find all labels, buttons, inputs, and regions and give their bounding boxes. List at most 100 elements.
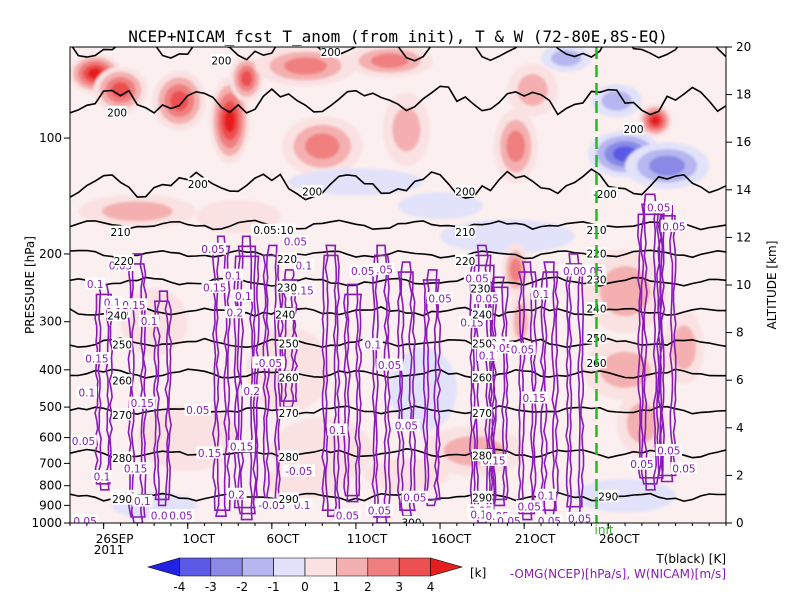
temperature-contour-label: 210 [110, 227, 130, 239]
vertical-motion-label: 0.05 [647, 203, 670, 215]
temperature-contour-label-bg [211, 53, 232, 66]
anomaly-patch [649, 155, 686, 176]
temperature-contour-label: 250 [472, 339, 492, 351]
vertical-motion-label-bg [366, 503, 393, 516]
temperature-contour-label: 230 [586, 275, 606, 287]
temperature-contour-label-bg [106, 105, 128, 118]
altitude-tick-label: 14 [736, 183, 751, 197]
vertical-motion-label-bg [516, 500, 543, 513]
temperature-contour-label-bg [278, 492, 299, 505]
vertical-motion-label-bg [167, 509, 195, 522]
temperature-contour-200 [71, 47, 726, 62]
colorbar-swatch [367, 557, 400, 577]
vertical-motion-contours [94, 193, 677, 523]
temperature-contour-label-bg [598, 489, 619, 502]
vertical-motion-label-bg [660, 219, 688, 232]
vertical-motion-label-bg [252, 356, 285, 369]
y-axis-label-right: ALTITUDE [km] [765, 241, 779, 330]
temperature-contour-label-bg [276, 252, 298, 265]
vertical-motion-label-bg [521, 391, 548, 404]
vertical-motion-label-bg [655, 444, 682, 456]
temperature-contour-label: 260 [279, 373, 299, 385]
temperature-contour-label: -200 [593, 189, 617, 201]
vertical-motion-label: 0.05 [336, 511, 359, 523]
colorbar-swatch [304, 557, 337, 577]
vertical-motion-label: 0.1 [364, 340, 381, 352]
colorbar-tick-label: 1 [333, 580, 341, 594]
colorbar-swatch [398, 557, 431, 577]
temperature-contour-label-bg [591, 187, 619, 200]
temperature-contour-230 [70, 276, 726, 287]
altitude-tick-label: 0 [736, 516, 744, 530]
temperature-contour-label-bg [278, 337, 299, 350]
vertical-motion-label: 0.05 [368, 505, 391, 517]
vertical-motion-cell [215, 235, 228, 517]
temperature-contour-260 [70, 368, 726, 379]
vertical-motion-label-bg [293, 259, 314, 271]
axes: 26SEP 1OCT 6OCT 11OCT 16OCT 21OCT 26OCT1002003… [31, 40, 751, 546]
temperature-contour-label: 250 [112, 340, 132, 352]
vertical-motion-label: 0.05 [475, 294, 498, 306]
vertical-motion-label-bg [426, 292, 454, 305]
pressure-tick-label: 900 [39, 498, 62, 512]
vertical-motion-cell [643, 193, 658, 491]
temperature-contour-label-bg [278, 450, 299, 463]
pressure-tick-label: 300 [39, 315, 62, 329]
vertical-motion-label-bg [477, 348, 498, 361]
altitude-tick-label: 10 [736, 278, 751, 292]
vertical-motion-labels: 0.050.10.10.150.150.10.150.10.150.050.15… [70, 201, 698, 528]
vertical-motion-label: 0.15 [460, 317, 483, 329]
vertical-motion-cell [211, 245, 231, 511]
temperature-contour-label-bg [302, 184, 323, 197]
temperature-contour-label: 200 [188, 179, 208, 191]
temperature-contour-label: 270 [279, 408, 299, 420]
temperature-contour-label: 200 [302, 186, 322, 198]
vertical-motion-label-bg [530, 287, 552, 300]
vertical-motion-label: 0.1 [470, 509, 487, 521]
temperature-contour-label: 290 [279, 494, 299, 506]
vertical-motion-label-bg [282, 234, 309, 247]
vertical-motion-label-bg [376, 358, 403, 371]
colorbar-unit: [k] [470, 566, 486, 580]
temperature-contour-label-bg [472, 337, 493, 350]
anomaly-patch [241, 70, 253, 87]
vertical-motion-label: 0.1 [225, 270, 242, 282]
colorbar-tick-label: -3 [205, 580, 217, 594]
anomaly-patch [370, 53, 409, 68]
anomaly-patch [170, 90, 189, 111]
colorbar-tick-label: 0 [301, 580, 309, 594]
vertical-motion-label: 0.05 [657, 446, 680, 458]
vertical-motion-label: 0.05 [284, 236, 307, 248]
vertical-motion-label: 0.2 [226, 308, 243, 320]
anomaly-patch [102, 201, 173, 222]
vertical-motion-label: 0.05 [201, 244, 224, 256]
vertical-motion-cell [539, 271, 559, 511]
vertical-motion-label-bg [122, 462, 149, 475]
vertical-motion-label: 0.1 [141, 316, 158, 328]
temperature-contour-label-bg [112, 408, 133, 421]
temperature-contour-label: 240 [472, 309, 492, 321]
temperature-contour-label-bg [455, 254, 476, 267]
vertical-motion-cell [639, 203, 661, 485]
vertical-motion-cell [239, 235, 254, 521]
vertical-motion-cell [343, 293, 363, 497]
colorbar-swatch [210, 557, 243, 577]
temperature-contours [70, 47, 726, 503]
altitude-tick-label: 6 [736, 373, 744, 387]
init-label: init [595, 523, 614, 537]
vertical-motion-label-bg [362, 338, 383, 351]
temperature-contour-label: 0.05:10 [253, 225, 293, 237]
vertical-motion-label: 0.05 [538, 516, 561, 528]
temperature-contour-label-bg [472, 371, 493, 383]
vertical-motion-label: 0.1 [533, 289, 550, 301]
vertical-motion-label: 0.1 [94, 472, 111, 484]
temperature-contour-label: 290 [472, 492, 492, 504]
temperature-contour-label: 230 [277, 282, 297, 294]
vertical-motion-label: 0.1 [295, 261, 312, 273]
vertical-motion-cell [152, 300, 173, 501]
vertical-motion-label-bg [101, 295, 123, 308]
colorbar-swatch [273, 557, 306, 577]
anomaly-patch [650, 115, 661, 126]
temperature-contour-label: 240 [275, 309, 295, 321]
